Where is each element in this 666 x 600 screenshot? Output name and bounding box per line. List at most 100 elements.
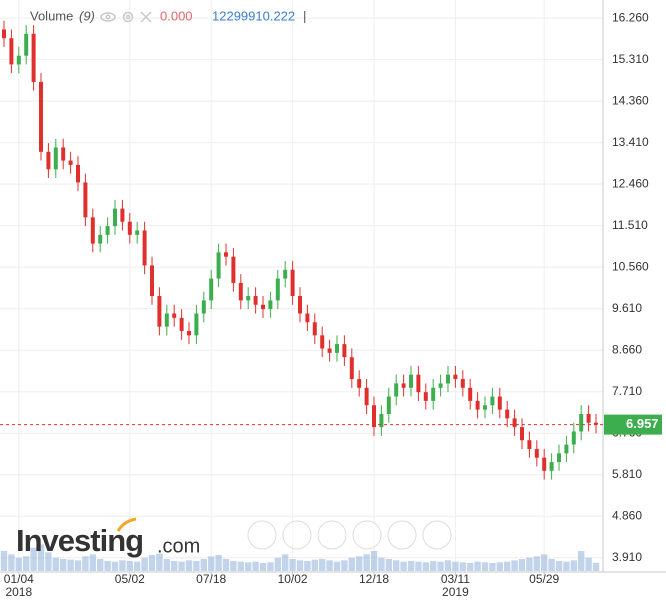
volume-bar [37,544,45,571]
candle-body [231,256,236,283]
y-tick-label: 5.810 [612,467,642,481]
volume-bar [304,561,311,571]
candle-body [238,282,243,301]
volume-bar [185,560,193,571]
volume-bar [156,553,163,571]
volume-bar [52,557,59,571]
candle-body [327,348,332,353]
candle-body [320,335,325,349]
candle-body [490,396,495,406]
volume-bar [0,551,8,571]
volume-bar [45,552,52,571]
candle-body [90,217,95,244]
volume-bar [74,560,82,571]
nav-right[interactable] [282,520,312,550]
candle-body [172,313,177,318]
x-tick-label: 07/18 [196,572,226,586]
candle-body [557,453,561,463]
y-tick-label: 11.510 [612,218,648,232]
candle-body [105,226,110,235]
watermark: Investing .com [16,517,200,558]
candle-body [505,409,510,419]
nav-zoom-out[interactable] [317,520,347,550]
candle-body [335,344,339,353]
volume-bar [178,561,185,571]
candle-body [83,182,88,218]
candle-body [150,265,154,297]
volume-bar [23,556,30,571]
candle-body [157,296,162,327]
candle-body [342,344,347,358]
volume-bar [296,560,304,571]
volume-bar [230,561,237,571]
volume-bar [400,561,407,571]
nav-zoom-in[interactable] [352,520,382,550]
volume-bar [274,557,281,571]
watermark-suffix: .com [157,535,200,557]
volume-bar [422,562,429,571]
x-tick-label: 03/11 [441,572,470,586]
y-tick-label: 8.660 [612,342,642,356]
candle-body [275,278,280,301]
nav-forward[interactable] [422,520,452,550]
candle-body [431,387,436,401]
candle-body [246,296,251,301]
volume-bar [444,560,452,571]
candle-body [261,304,265,310]
nav-left[interactable] [247,520,277,550]
candle-body [283,269,288,279]
candle-body [401,383,406,388]
volume-bar [319,559,326,571]
volume-bar [141,557,148,571]
volume-bar [430,561,437,571]
y-tick-label: 3.910 [612,550,642,564]
candle-body [209,278,214,301]
candle-body [549,462,554,471]
candle-body [201,300,206,314]
candle-body [179,317,184,331]
candle-body [46,151,51,170]
legend: Volume (9) 0.000 12299910.222 | [30,8,306,23]
volume-bar [533,556,540,571]
candle-body [394,383,399,397]
volume-bar [356,556,363,571]
legend-icons[interactable] [100,11,152,23]
volume-bar [570,560,577,571]
x-year-label: 2018 [5,585,32,599]
candle-body [364,387,369,406]
volume-bar [555,561,563,571]
volume-bar [326,560,333,571]
candle-body [135,230,140,235]
candle-body [349,357,354,380]
x-tick-label: 05/02 [115,572,145,586]
candle-body [61,147,66,161]
volume-bar [15,557,22,571]
candle-body [571,431,576,445]
legend-ma-value: 0.000 [160,8,193,23]
last-price-label: 6.957 [626,416,659,431]
volume-bar [592,562,600,571]
candle-body [68,160,73,165]
volume-bar [208,556,215,571]
volume-bar [119,560,126,571]
candle-body [16,55,21,65]
candle-body [142,230,147,266]
volume-bar [89,554,96,571]
volume-bar [585,557,592,571]
nav-reset[interactable] [387,520,417,550]
volume-bar [215,555,222,571]
volume-bar [393,560,400,571]
candle-body [416,374,421,393]
volume-bar [496,562,503,571]
candle-body [579,414,584,432]
volume-bar [348,557,355,571]
legend-volume-value: 12299910.222 [212,8,295,23]
volume-bar [259,563,267,571]
volume-bar [200,559,207,571]
candle-body [53,147,58,170]
candle-body [98,234,103,244]
candle-body [520,427,524,441]
nav-buttons[interactable] [247,520,452,550]
x-year-label: 2019 [442,585,469,599]
